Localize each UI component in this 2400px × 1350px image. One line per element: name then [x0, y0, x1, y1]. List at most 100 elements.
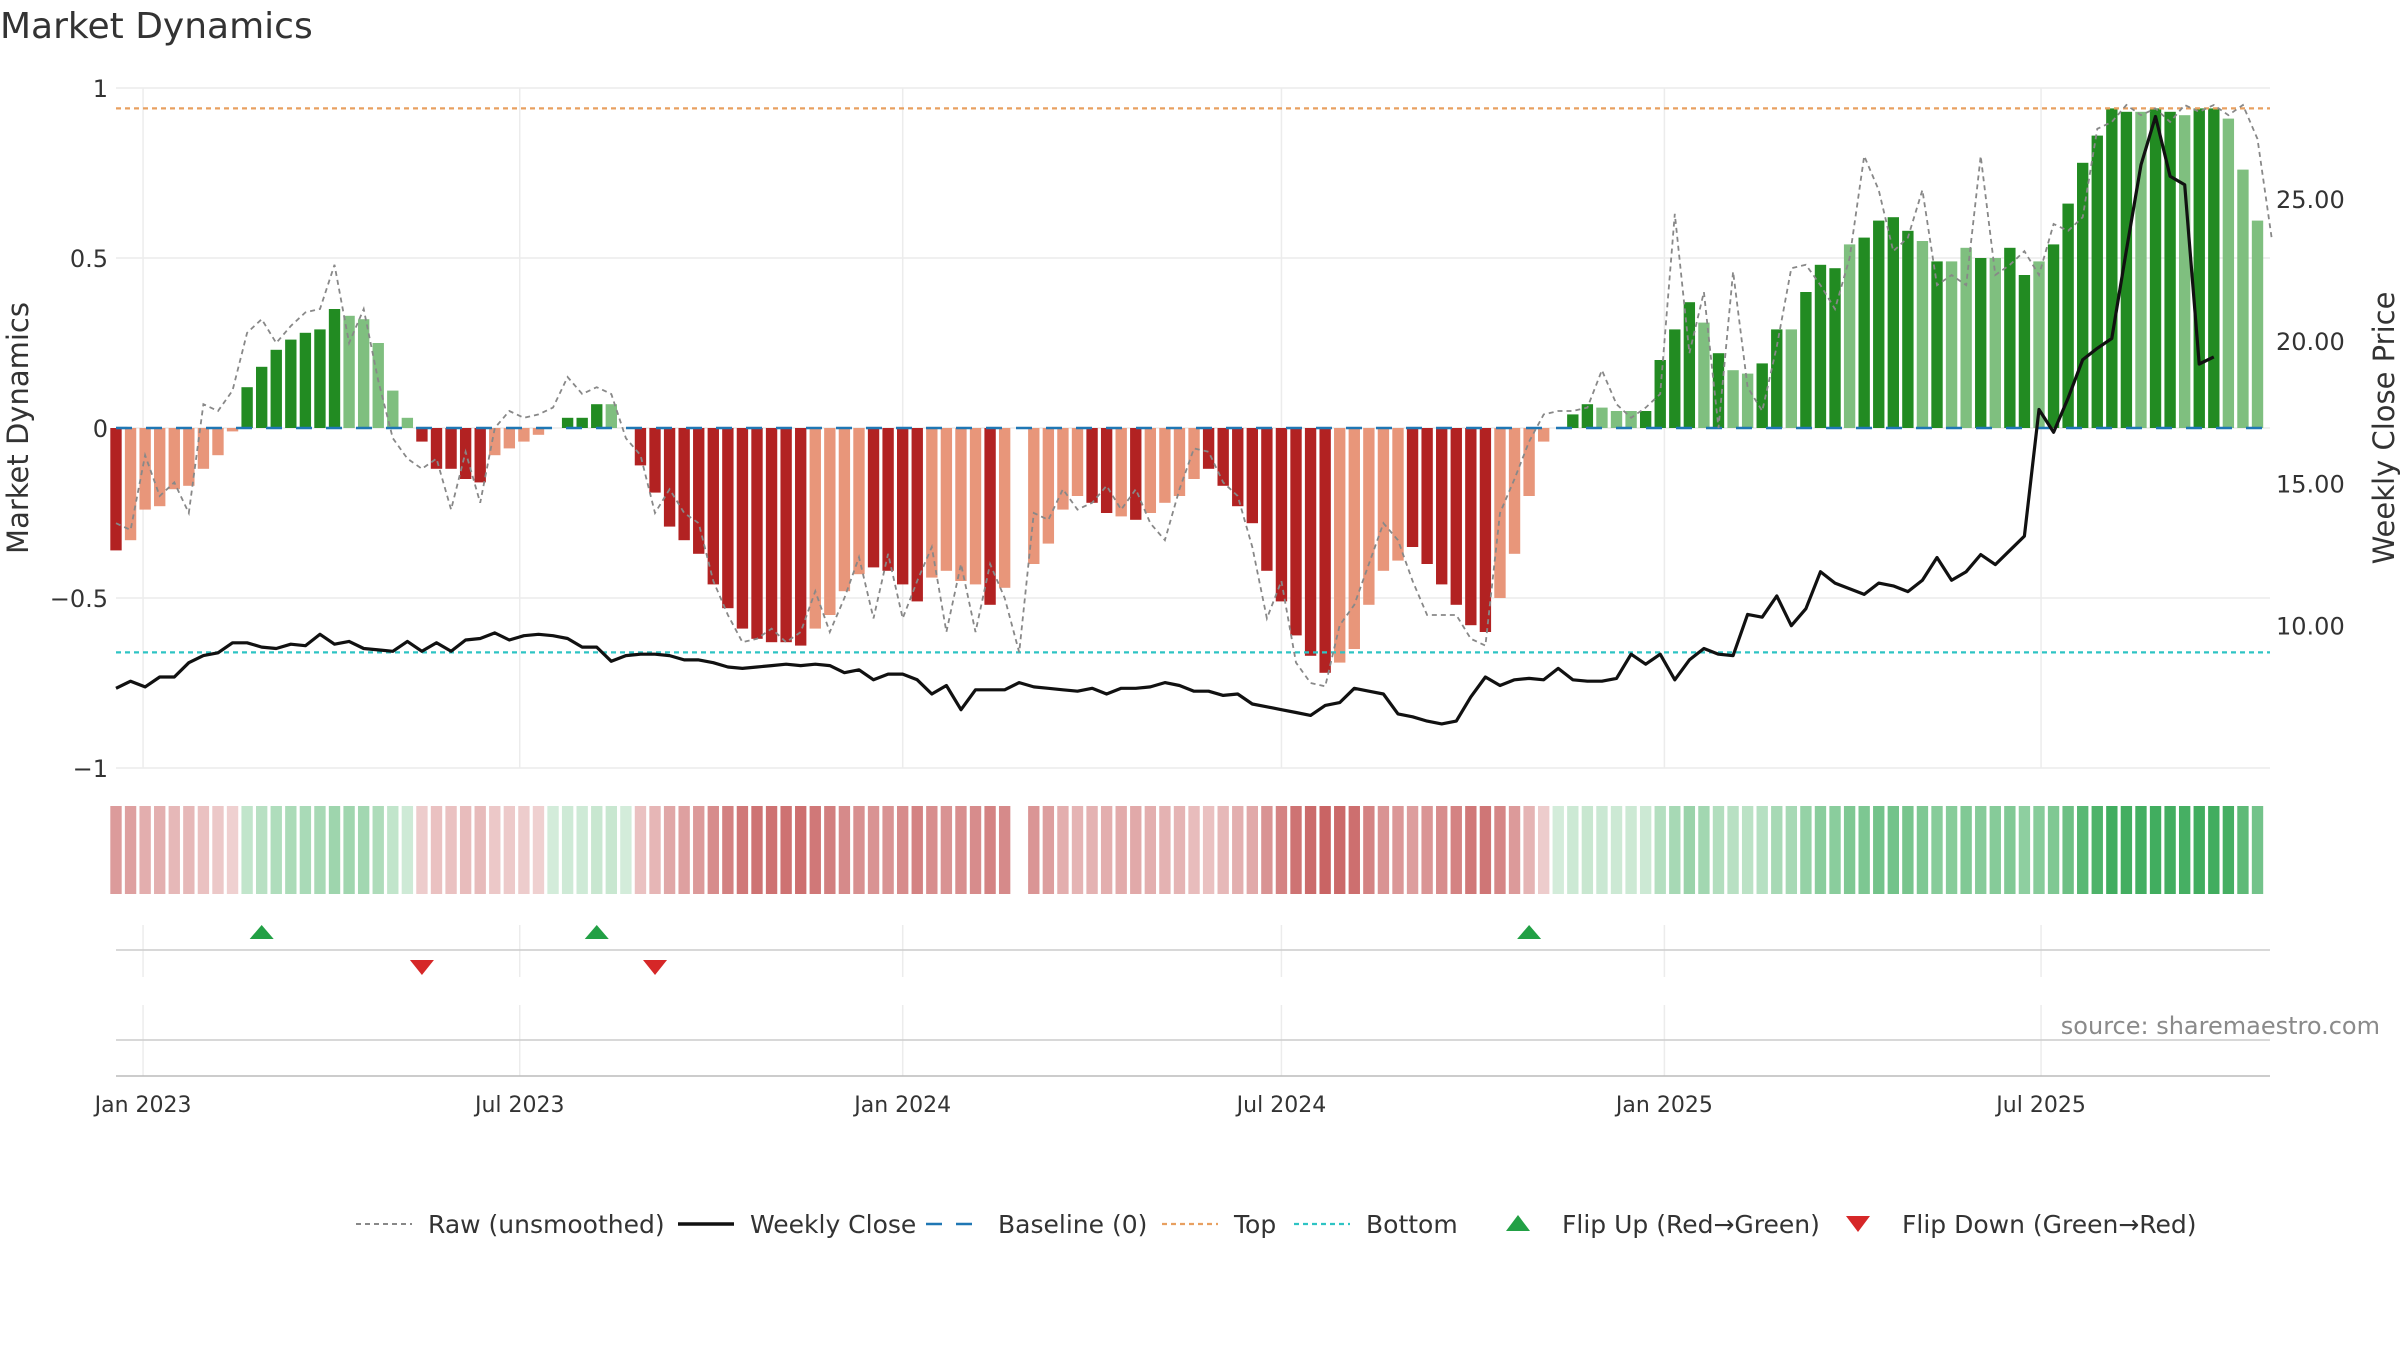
heat-strip-cell — [1290, 806, 1302, 894]
dynamics-bar — [1057, 428, 1069, 510]
heat-strip-cell — [1727, 806, 1739, 894]
heat-strip-cell — [1567, 806, 1579, 894]
heat-strip-cell — [1945, 806, 1958, 894]
dynamics-bar — [2120, 111, 2133, 429]
heat-strip-cell — [1100, 806, 1113, 894]
legend-item-top: Top — [1162, 1210, 1276, 1239]
heat-strip-cell — [328, 806, 341, 894]
dynamics-bar — [1173, 428, 1186, 496]
flip-up-marker — [1517, 925, 1542, 939]
flip-up-marker — [249, 925, 274, 939]
dynamics-bar — [649, 428, 661, 493]
heat-strip-cell — [998, 806, 1011, 894]
heat-strip-cell — [1479, 806, 1492, 894]
dynamics-bar — [1086, 428, 1098, 503]
dynamics-bar — [1887, 217, 1899, 428]
heat-strip-cell — [343, 806, 355, 894]
dynamics-bar — [255, 366, 268, 428]
heat-strip-cell — [197, 806, 210, 894]
heat-strip-cell — [1144, 806, 1157, 894]
dynamics-bar — [736, 428, 749, 629]
dynamics-bar — [765, 428, 778, 643]
dynamics-bar — [168, 428, 180, 490]
dynamics-bar — [1246, 428, 1258, 524]
heat-strip-cell — [503, 806, 516, 894]
heat-strip-cell — [1916, 806, 1929, 894]
legend-label: Weekly Close — [750, 1210, 916, 1239]
dynamics-bar — [1363, 428, 1375, 605]
heat-strip-cell — [1975, 806, 1987, 894]
dynamics-bar — [1669, 329, 1681, 428]
heat-strip-cell — [634, 806, 647, 894]
dynamics-bar — [1610, 411, 1623, 428]
heat-strip-cell — [1188, 806, 1200, 894]
dynamics-bar — [445, 428, 457, 469]
dynamics-bar — [1858, 237, 1870, 428]
dynamics-bar — [1712, 353, 1725, 428]
dynamics-bar — [328, 309, 341, 428]
x-tick-label: Jul 2023 — [473, 1093, 565, 1118]
dynamics-bar — [2047, 244, 2060, 428]
heat-strip-cell — [780, 806, 792, 894]
dynamics-bar — [357, 319, 370, 428]
heat-strip-cell — [2018, 806, 2031, 894]
dynamics-bar — [2237, 169, 2249, 428]
y-tick-label: 0 — [93, 415, 108, 443]
heat-strip-cell — [2178, 806, 2191, 894]
dynamics-bar — [532, 428, 545, 435]
dynamics-bar — [2149, 108, 2162, 429]
dynamics-bar — [896, 428, 909, 585]
heat-strip-cell — [2033, 806, 2045, 894]
heat-strip-cell — [357, 806, 370, 894]
dynamics-bar — [678, 428, 690, 541]
y-right-axis-title: Weekly Close Price — [2367, 292, 2400, 565]
x-tick-label: Jan 2023 — [93, 1093, 192, 1118]
heat-strip-cell — [955, 806, 967, 894]
dynamics-bar — [1144, 428, 1157, 513]
dynamics-bar — [1290, 428, 1302, 636]
heat-strip-cell — [212, 806, 224, 894]
y-tick-label: 1 — [93, 75, 108, 103]
legend-label: Raw (unsmoothed) — [428, 1210, 665, 1239]
heat-strip-cell — [2077, 806, 2089, 894]
dynamics-bar — [1334, 428, 1346, 663]
heat-strip-cell — [124, 806, 137, 894]
dynamics-bar — [1800, 292, 1812, 428]
heat-strip-cell — [1537, 806, 1550, 894]
y-right-tick-label: 10.00 — [2276, 613, 2345, 641]
dynamics-bar — [1741, 373, 1754, 428]
heat-strip-cell — [2004, 806, 2016, 894]
dynamics-bar — [1771, 329, 1783, 428]
dynamics-bar — [867, 428, 880, 568]
grid-layer — [116, 87, 2270, 1076]
heat-strip-cell — [430, 806, 443, 894]
heat-strip-cell — [1392, 806, 1404, 894]
heat-strip-cell — [2193, 806, 2205, 894]
heat-strip-cell — [270, 806, 282, 894]
legend-label: Flip Down (Green→Red) — [1902, 1210, 2197, 1239]
source-credit: source: sharemaestro.com — [2060, 1012, 2380, 1040]
dynamics-bar — [1436, 428, 1448, 585]
heat-strip-cell — [1363, 806, 1375, 894]
legend-item-flip-up: Flip Up (Red→Green) — [1506, 1210, 1820, 1239]
dynamics-bar — [139, 428, 151, 510]
legend-item-close: Weekly Close — [678, 1210, 916, 1239]
y-right-tick-label: 20.00 — [2276, 328, 2345, 356]
dynamics-bar — [940, 428, 953, 571]
dynamics-bar — [1304, 428, 1317, 656]
dynamics-bar — [1159, 428, 1171, 503]
dynamics-bar — [2018, 275, 2031, 428]
dynamics-bar — [838, 428, 851, 592]
dynamics-bar — [1508, 428, 1521, 554]
dynamics-bar — [2004, 247, 2016, 428]
heat-strip-cell — [1596, 806, 1608, 894]
heat-strip-cell — [387, 806, 399, 894]
heat-strip-cell — [809, 806, 821, 894]
y-tick-label: 0.5 — [70, 245, 108, 273]
dynamics-bar — [561, 417, 574, 428]
dynamics-bar — [1421, 428, 1433, 564]
dynamics-bar — [2251, 220, 2264, 428]
dynamics-bar — [1945, 261, 1958, 428]
dynamics-bar — [780, 428, 792, 643]
heat-strip-cell — [1436, 806, 1448, 894]
